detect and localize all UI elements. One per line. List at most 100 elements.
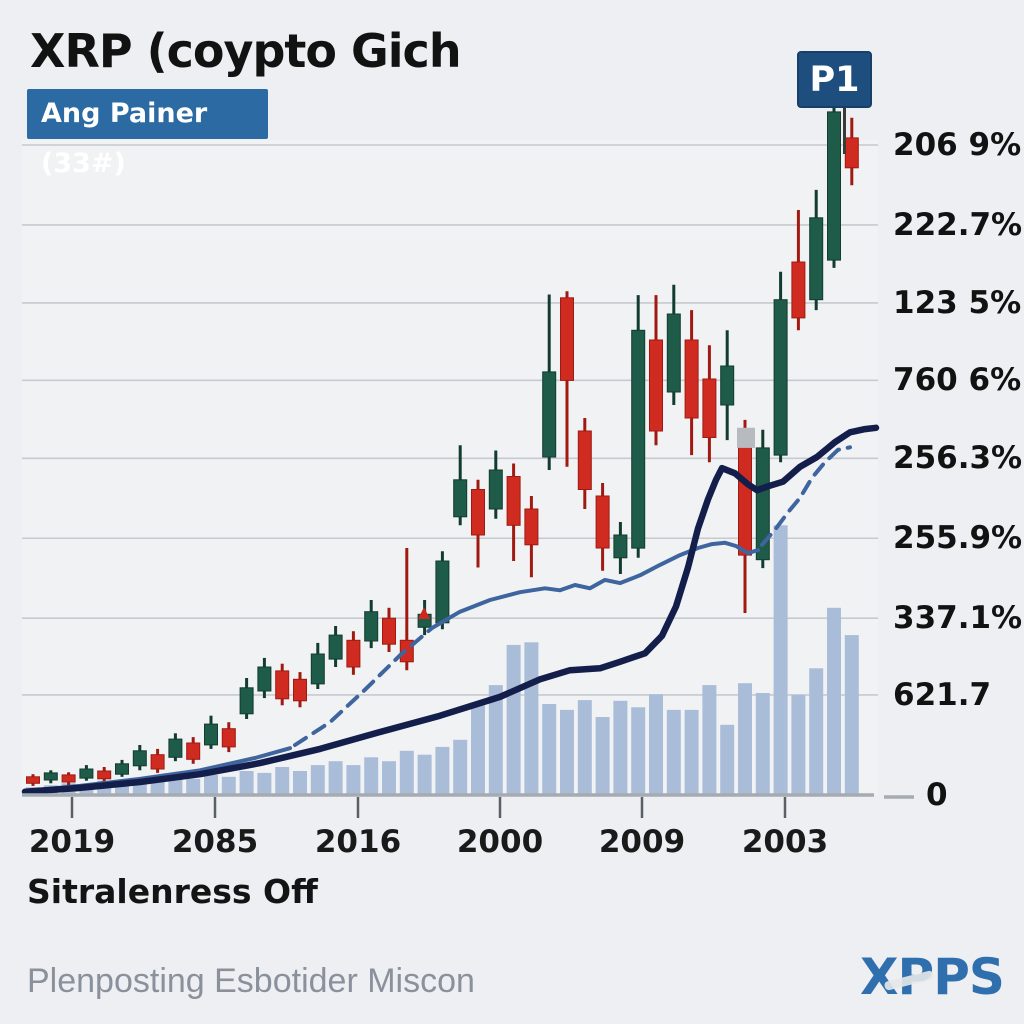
ma-slow-dash-right bbox=[760, 445, 852, 547]
candle-down bbox=[61, 774, 76, 783]
candle-up bbox=[755, 447, 770, 561]
candle-down bbox=[684, 339, 699, 419]
volume-bar bbox=[506, 644, 521, 795]
y-axis-label: 123 5% bbox=[893, 284, 1022, 321]
volume-bar bbox=[239, 771, 254, 795]
candle-up bbox=[115, 763, 129, 775]
y-axis-label: 621.7 bbox=[893, 676, 992, 713]
y-axis-label: 337.1% bbox=[893, 600, 1023, 637]
candle-up bbox=[43, 772, 58, 781]
volume-bar bbox=[791, 694, 806, 795]
y-axis-label: 222.7% bbox=[893, 206, 1023, 243]
volume-bar bbox=[293, 771, 307, 795]
y-axis-label: 760 6% bbox=[893, 362, 1022, 399]
x-axis-label: 2019 bbox=[28, 824, 116, 860]
candle-down bbox=[293, 678, 307, 702]
candle-up bbox=[310, 653, 325, 685]
x-axis-label: 2000 bbox=[456, 824, 544, 860]
footer-caption: Plenposting Esbotider Miscon bbox=[27, 962, 475, 1000]
volume-bar bbox=[560, 709, 574, 795]
candle-up bbox=[453, 479, 468, 518]
candle-up bbox=[239, 687, 254, 715]
x-axis-label: 2016 bbox=[314, 824, 402, 860]
volume-bar bbox=[595, 717, 610, 795]
y-axis-label: 256.3% bbox=[893, 440, 1023, 477]
candle-up bbox=[666, 313, 681, 393]
candle-up bbox=[435, 560, 450, 624]
volume-bar bbox=[221, 776, 236, 795]
y-axis-label: 255.9% bbox=[893, 520, 1023, 557]
volume-bar bbox=[542, 704, 557, 795]
volume-bar bbox=[649, 694, 663, 796]
volume-bar bbox=[471, 705, 485, 795]
volume-bar bbox=[720, 724, 735, 795]
volume-bar bbox=[613, 700, 628, 796]
volume-bar bbox=[150, 780, 165, 795]
volume-bar bbox=[666, 709, 681, 795]
volume-bar bbox=[115, 783, 129, 795]
volume-bar bbox=[577, 700, 592, 795]
candle-down bbox=[150, 754, 165, 770]
candle-down bbox=[791, 261, 806, 319]
volume-bar bbox=[488, 685, 503, 795]
candle-down bbox=[844, 137, 859, 169]
candle-down bbox=[221, 728, 236, 748]
indicator-badge-label: Ang Painer (33#) bbox=[41, 98, 208, 179]
volume-bar bbox=[204, 774, 218, 795]
candle-down bbox=[471, 489, 485, 536]
x-axis-label: 2003 bbox=[741, 824, 829, 860]
candle-up bbox=[132, 750, 147, 767]
candle-down bbox=[186, 742, 201, 760]
candle-down bbox=[97, 770, 112, 780]
candle-down bbox=[506, 476, 521, 526]
candle-up bbox=[204, 723, 218, 746]
x-axis-label: 2009 bbox=[598, 824, 686, 860]
footnote: Sitralenress Off bbox=[27, 872, 318, 911]
candle-up bbox=[720, 365, 735, 406]
volume-bar bbox=[844, 635, 859, 795]
volume-bar bbox=[328, 761, 343, 795]
candle-up bbox=[168, 738, 183, 758]
ma-slow-dash-mid bbox=[293, 626, 434, 747]
candle-down bbox=[382, 617, 396, 645]
candle-up bbox=[631, 329, 646, 549]
volume-bar bbox=[275, 767, 290, 795]
candle-up bbox=[773, 299, 788, 456]
volume-bar bbox=[364, 757, 379, 795]
ma-fast bbox=[21, 424, 880, 796]
candle-up bbox=[79, 768, 94, 779]
plot-area bbox=[22, 140, 878, 795]
volume-bar bbox=[399, 750, 414, 795]
volume-bar bbox=[684, 709, 699, 795]
volume-bar bbox=[755, 693, 770, 795]
volume-bar bbox=[168, 776, 183, 795]
indicator-badge: Ang Painer (33#) bbox=[27, 89, 268, 179]
volume-bar bbox=[827, 607, 841, 795]
candle-down bbox=[649, 339, 663, 432]
volume-bar bbox=[702, 685, 717, 795]
candle-up bbox=[827, 111, 841, 261]
volume-bar bbox=[310, 765, 325, 795]
volume-bar bbox=[453, 739, 468, 796]
candle-up bbox=[613, 534, 628, 559]
candle-up bbox=[488, 469, 503, 510]
annotation-p1-badge: P1 bbox=[797, 51, 872, 108]
candle-up bbox=[364, 611, 379, 642]
candle-up bbox=[809, 217, 824, 301]
volume-bar bbox=[382, 761, 396, 795]
volume-bar bbox=[524, 642, 539, 796]
volume-bar bbox=[435, 746, 450, 795]
signal-marker bbox=[418, 607, 430, 619]
candle-down bbox=[524, 508, 539, 546]
volume-bar bbox=[738, 683, 752, 795]
volume-bar bbox=[773, 525, 788, 796]
annotation-p1-label: P1 bbox=[809, 59, 860, 100]
page-title: XRP (coypto Gich bbox=[30, 24, 462, 78]
volume-bar bbox=[417, 754, 432, 795]
candle-up bbox=[542, 371, 557, 458]
candle-down bbox=[595, 495, 610, 549]
candle-down bbox=[738, 429, 752, 556]
volume-bar bbox=[809, 668, 824, 796]
volume-bar bbox=[186, 778, 201, 796]
